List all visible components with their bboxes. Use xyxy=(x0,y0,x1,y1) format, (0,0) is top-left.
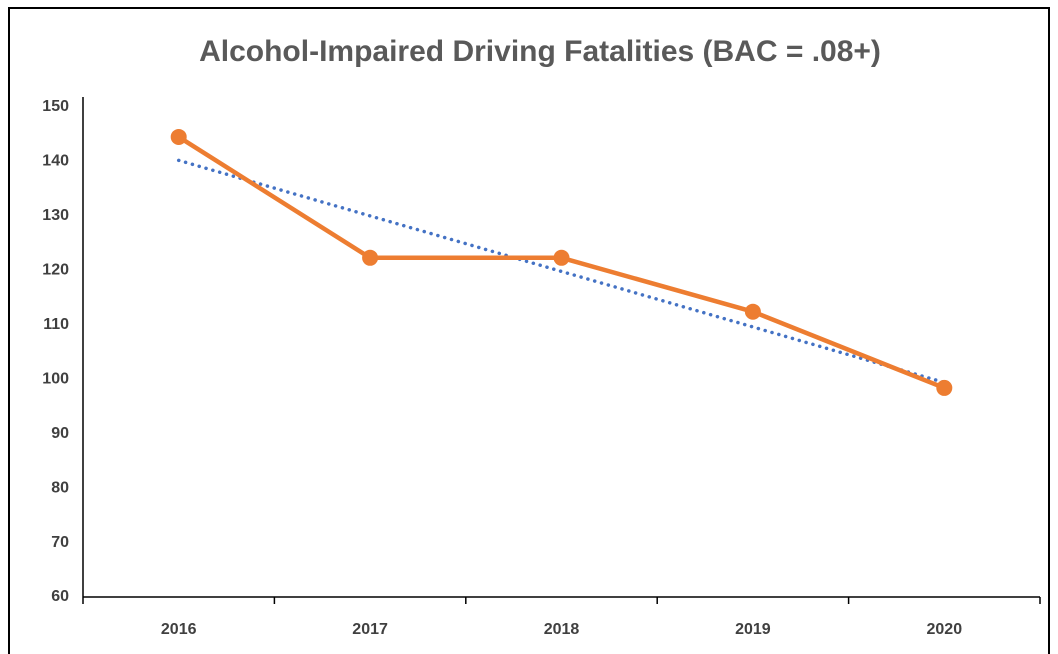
y-tick-label: 130 xyxy=(42,207,69,224)
data-point xyxy=(744,303,761,320)
chart-title: Alcohol-Impaired Driving Fatalities (BAC… xyxy=(199,35,881,68)
y-tick-label: 100 xyxy=(42,370,69,387)
y-tick-label: 70 xyxy=(51,534,69,551)
x-tick-label: 2018 xyxy=(544,621,580,638)
y-tick-label: 150 xyxy=(42,98,69,115)
y-tick-label: 80 xyxy=(51,479,69,496)
y-tick-label: 110 xyxy=(43,316,69,333)
chart-frame xyxy=(8,7,1050,654)
trend-line xyxy=(176,158,947,385)
y-tick-label: 90 xyxy=(51,425,69,442)
data-point xyxy=(362,249,379,266)
x-tick-label: 2017 xyxy=(352,621,388,638)
data-point xyxy=(170,128,187,145)
data-point xyxy=(553,249,570,266)
y-tick-label: 140 xyxy=(42,153,69,170)
x-tick-label: 2019 xyxy=(735,621,771,638)
y-tick-label: 60 xyxy=(51,588,69,605)
y-tick-label: 120 xyxy=(42,262,69,279)
x-tick-label: 2020 xyxy=(927,621,963,638)
x-tick-label: 2016 xyxy=(161,621,197,638)
data-point xyxy=(936,379,953,396)
